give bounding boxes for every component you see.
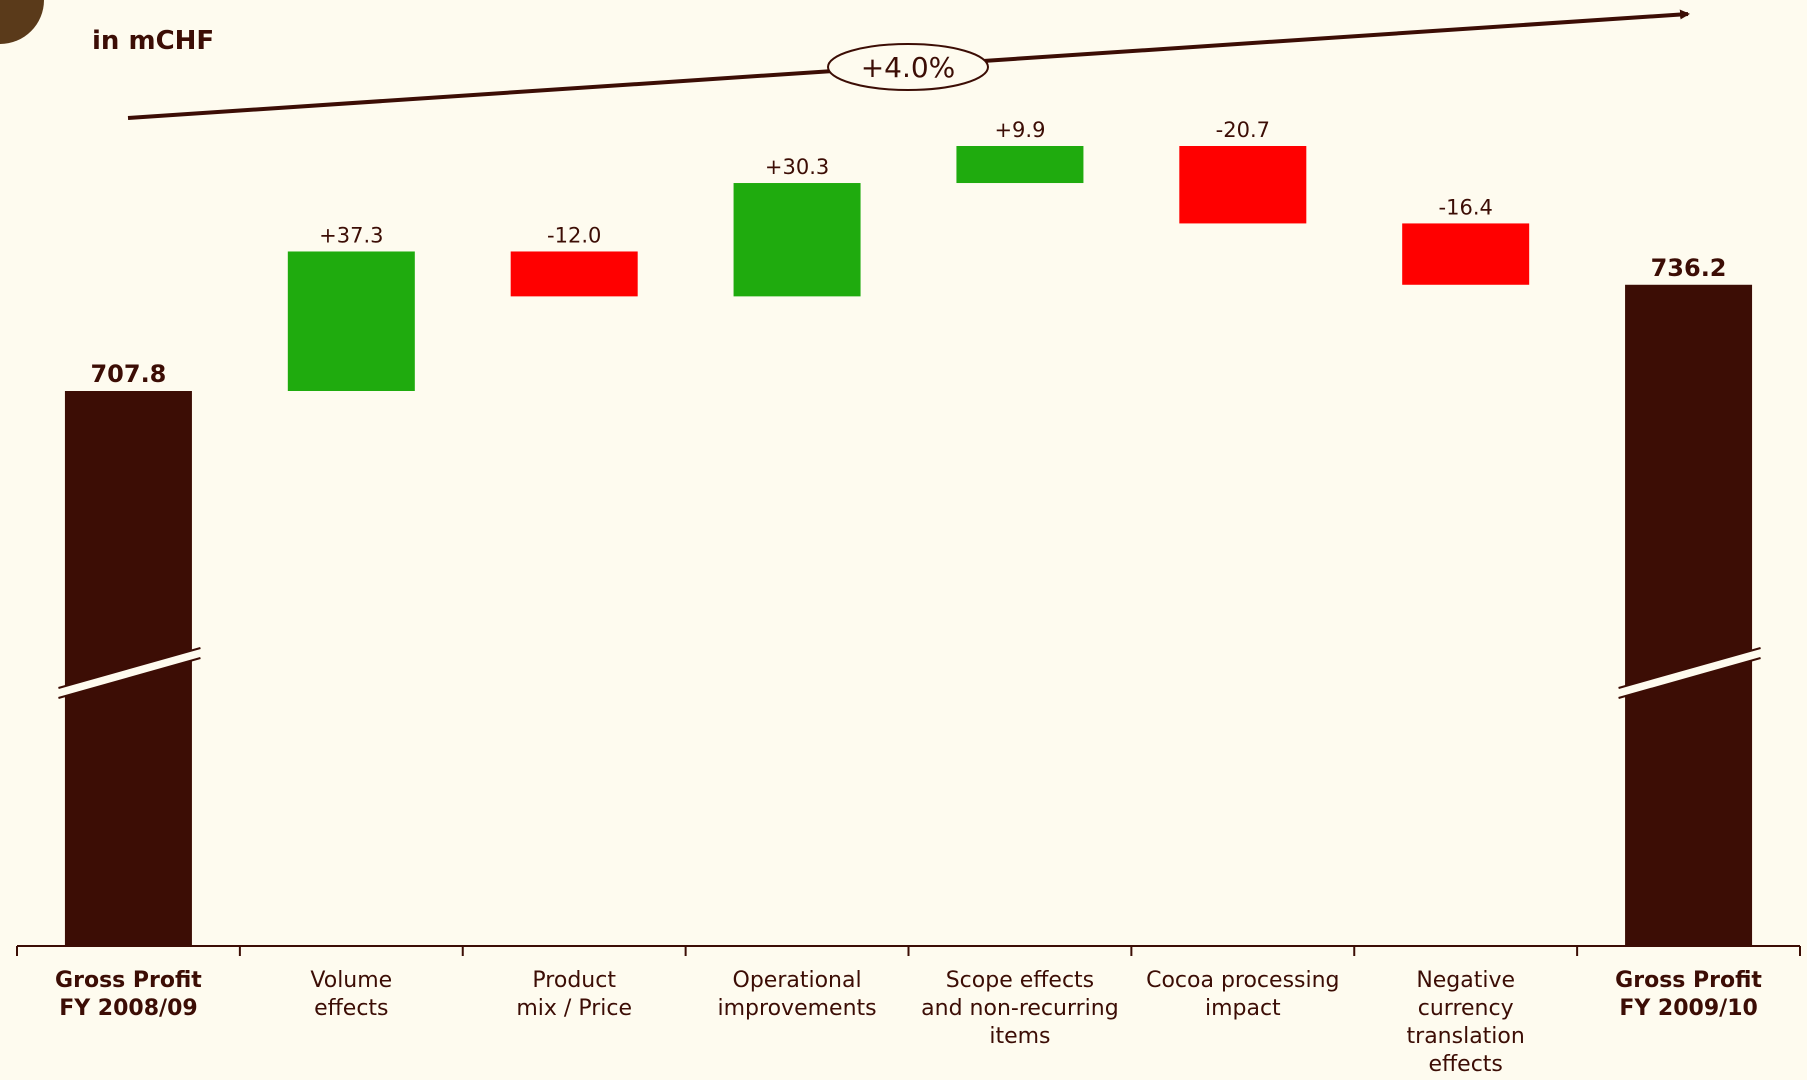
axis-break	[1618, 648, 1761, 698]
x-tick-label: Product mix / Price	[516, 968, 632, 1021]
value-label: 736.2	[1651, 254, 1727, 282]
x-tick-label: Gross Profit FY 2008/09	[55, 968, 202, 1021]
unit-label: in mCHF	[92, 26, 214, 56]
axis-break-line	[58, 657, 201, 699]
x-tick-label: Scope effects and non-recurring items	[921, 968, 1119, 1049]
value-label: -16.4	[1439, 195, 1493, 219]
x-tick-label: Gross Profit FY 2009/10	[1615, 968, 1762, 1021]
bar	[510, 251, 638, 297]
value-label: +30.3	[765, 155, 829, 179]
value-label: +9.9	[994, 118, 1045, 142]
annotation: +4.0%	[861, 51, 956, 84]
bar	[1402, 223, 1530, 285]
bar	[287, 251, 415, 391]
axis-break-line	[58, 647, 201, 689]
value-label: -12.0	[547, 223, 601, 247]
x-tick-label: Operational improvements	[717, 968, 877, 1021]
axis-break	[58, 648, 201, 698]
x-tick-label: Negative currency translation effects	[1406, 968, 1525, 1077]
axis-break-line	[1618, 657, 1761, 699]
value-label: 707.8	[90, 360, 166, 388]
value-label: -20.7	[1216, 118, 1270, 142]
x-tick-label: Volume effects	[310, 968, 393, 1021]
bar	[1179, 146, 1307, 224]
bar	[1625, 284, 1753, 946]
value-label: +37.3	[319, 223, 383, 247]
annotation-bubble	[827, 43, 989, 91]
bar	[956, 146, 1084, 184]
axis-break-line	[1618, 647, 1761, 689]
x-tick-label: Cocoa processing impact	[1146, 968, 1340, 1021]
corner-decoration	[0, 0, 44, 44]
bar	[733, 183, 861, 297]
